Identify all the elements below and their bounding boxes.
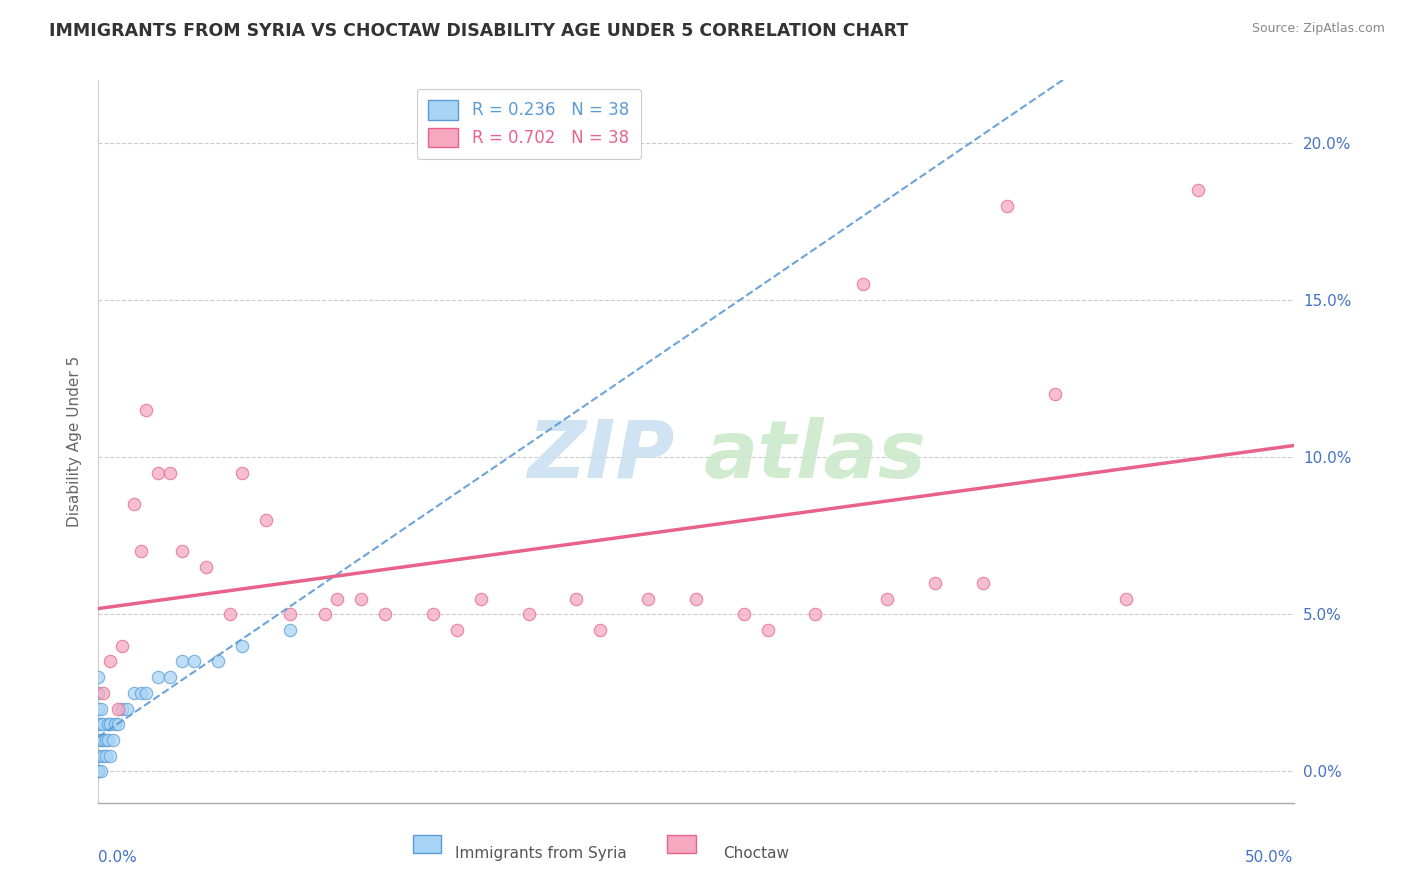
Point	[97, 733, 120, 747]
Point	[131, 686, 153, 700]
Point	[172, 655, 194, 669]
Point	[98, 655, 122, 669]
Legend: R = 0.236   N = 38, R = 0.702   N = 38: R = 0.236 N = 38, R = 0.702 N = 38	[416, 88, 641, 159]
Point	[87, 670, 110, 684]
Point	[111, 701, 134, 715]
Point	[1043, 387, 1066, 401]
Point	[90, 701, 112, 715]
Point	[87, 701, 110, 715]
Point	[124, 497, 146, 511]
Point	[91, 686, 114, 700]
Point	[131, 544, 153, 558]
Point	[1187, 183, 1209, 197]
Point	[87, 686, 110, 700]
Point	[172, 544, 194, 558]
Text: Immigrants from Syria: Immigrants from Syria	[454, 847, 627, 861]
Point	[94, 733, 117, 747]
Point	[135, 403, 157, 417]
Point	[231, 466, 253, 480]
Point	[107, 701, 129, 715]
Point	[94, 748, 117, 763]
Point	[104, 717, 127, 731]
Text: ZIP: ZIP	[527, 417, 673, 495]
Point	[470, 591, 492, 606]
Point	[159, 466, 181, 480]
Point	[115, 701, 138, 715]
Point	[924, 575, 946, 590]
Point	[231, 639, 253, 653]
Point	[91, 717, 114, 731]
Point	[101, 733, 124, 747]
Point	[107, 717, 129, 731]
Point	[87, 733, 110, 747]
Point	[98, 748, 122, 763]
Point	[87, 748, 110, 763]
Text: IMMIGRANTS FROM SYRIA VS CHOCTAW DISABILITY AGE UNDER 5 CORRELATION CHART: IMMIGRANTS FROM SYRIA VS CHOCTAW DISABIL…	[49, 22, 908, 40]
Point	[350, 591, 373, 606]
Point	[278, 623, 301, 637]
Point	[195, 560, 218, 574]
Text: Source: ZipAtlas.com: Source: ZipAtlas.com	[1251, 22, 1385, 36]
Point	[90, 733, 112, 747]
Point	[637, 591, 659, 606]
Point	[685, 591, 707, 606]
Point	[87, 748, 110, 763]
Point	[183, 655, 205, 669]
Point	[995, 199, 1018, 213]
Point	[98, 717, 122, 731]
Point	[91, 733, 114, 747]
Point	[565, 591, 588, 606]
Point	[148, 466, 170, 480]
Text: 50.0%: 50.0%	[1246, 850, 1294, 865]
Point	[111, 639, 134, 653]
Point	[135, 686, 157, 700]
Point	[517, 607, 540, 622]
Point	[804, 607, 827, 622]
Point	[124, 686, 146, 700]
Point	[972, 575, 994, 590]
Point	[374, 607, 396, 622]
Point	[90, 717, 112, 731]
Point	[87, 764, 110, 779]
Point	[1115, 591, 1137, 606]
Point	[87, 764, 110, 779]
Text: atlas: atlas	[704, 417, 927, 495]
Point	[207, 655, 229, 669]
Point	[589, 623, 612, 637]
Point	[159, 670, 181, 684]
Point	[87, 764, 110, 779]
FancyBboxPatch shape	[668, 835, 696, 854]
Point	[97, 717, 120, 731]
Text: Choctaw: Choctaw	[723, 847, 789, 861]
Point	[326, 591, 349, 606]
FancyBboxPatch shape	[413, 835, 441, 854]
Point	[733, 607, 755, 622]
Point	[91, 748, 114, 763]
Point	[254, 513, 277, 527]
Point	[446, 623, 468, 637]
Point	[278, 607, 301, 622]
Point	[90, 764, 112, 779]
Text: 0.0%: 0.0%	[98, 850, 138, 865]
Point	[315, 607, 337, 622]
Point	[87, 717, 110, 731]
Point	[876, 591, 898, 606]
Point	[219, 607, 242, 622]
Point	[756, 623, 779, 637]
Point	[422, 607, 444, 622]
Point	[148, 670, 170, 684]
Y-axis label: Disability Age Under 5: Disability Age Under 5	[66, 356, 82, 527]
Point	[852, 277, 875, 292]
